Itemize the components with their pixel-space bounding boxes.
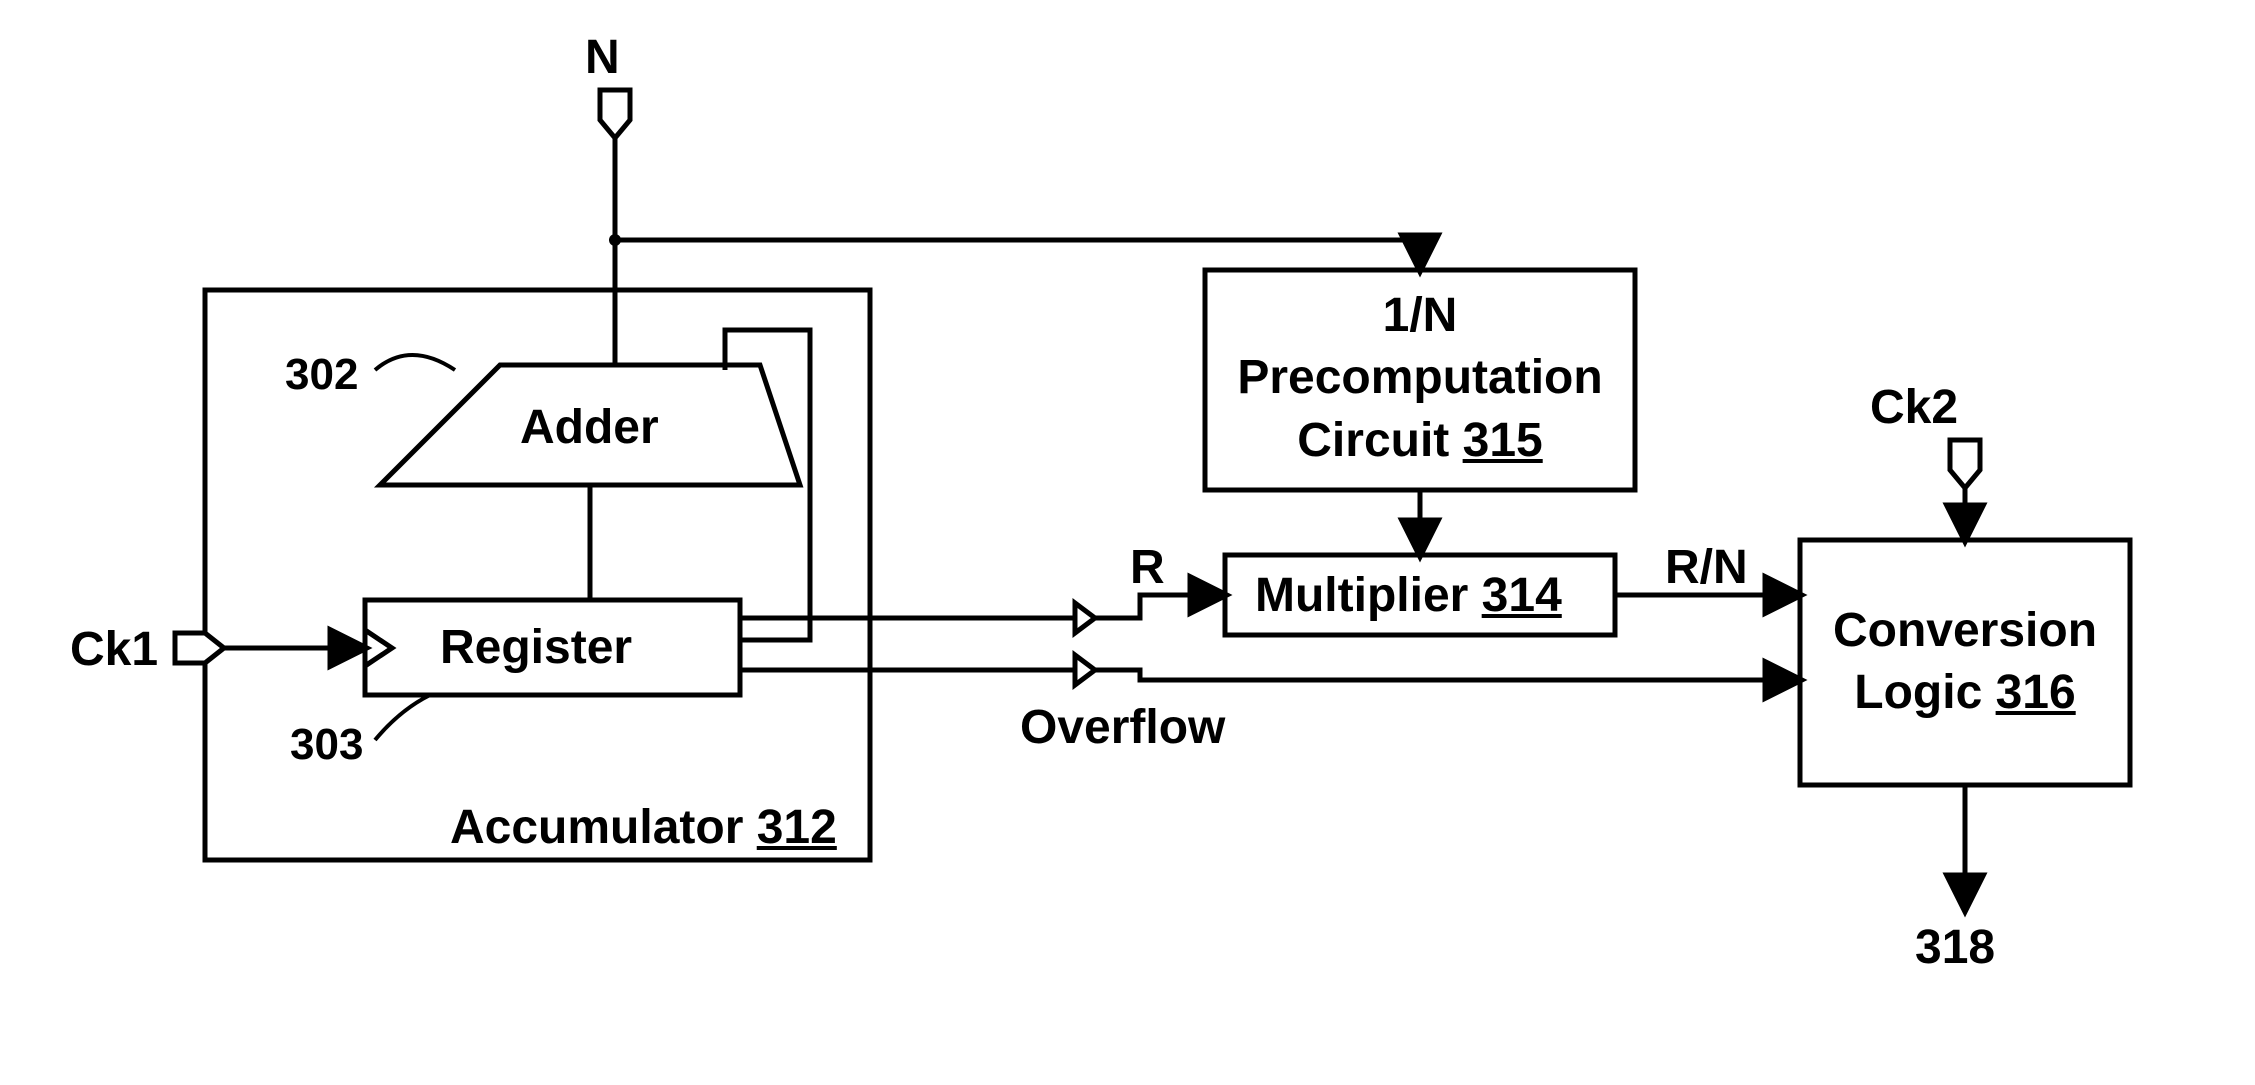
accumulator-text: Accumulator [450,801,757,854]
signal-r: R [1130,540,1165,595]
wire-n-precompute [615,240,1420,270]
register-label: Register [440,620,632,675]
wire-feedback [725,330,810,640]
conversion-line1: Conversion [1800,600,2130,662]
n-pin [600,90,630,138]
precompute-ref: 315 [1463,414,1543,467]
signal-overflow: Overflow [1020,700,1225,755]
ck2-label: Ck2 [1870,380,1958,435]
precompute-label: 1/N Precomputation Circuit 315 [1205,285,1635,472]
ck1-pin [175,633,224,663]
multiplier-label: Multiplier 314 [1255,568,1562,623]
conversion-line2: Logic 316 [1800,662,2130,724]
leader-302 [375,355,455,370]
ref-302: 302 [285,350,358,400]
multiplier-text: Multiplier [1255,569,1482,622]
accumulator-label: Accumulator 312 [450,800,837,855]
precompute-line3: Circuit 315 [1205,410,1635,472]
conversion-ref: 316 [1996,666,2076,719]
accumulator-ref: 312 [757,801,837,854]
block-diagram: N Ck1 Ck2 Adder 302 Register 303 Accumul… [0,0,2255,1085]
n-label: N [585,30,620,85]
adder-label: Adder [520,400,659,455]
precompute-line3-prefix: Circuit [1297,414,1462,467]
output-318: 318 [1915,920,1995,975]
r-pin [1075,603,1095,633]
ck1-label: Ck1 [70,622,158,677]
register-clk-notch [365,630,392,666]
conversion-label: Conversion Logic 316 [1800,600,2130,725]
precompute-line2: Precomputation [1205,347,1635,409]
ovf-pin [1075,655,1095,685]
ref-303: 303 [290,720,363,770]
precompute-line1: 1/N [1205,285,1635,347]
wire-r-mult [1095,595,1225,618]
ck2-pin [1950,440,1980,488]
wire-ovf-conv [1095,670,1800,680]
junction-n [609,234,621,246]
multiplier-ref: 314 [1482,569,1562,622]
leader-303 [375,695,430,740]
conversion-line2-prefix: Logic [1854,666,1995,719]
signal-rn: R/N [1665,540,1748,595]
